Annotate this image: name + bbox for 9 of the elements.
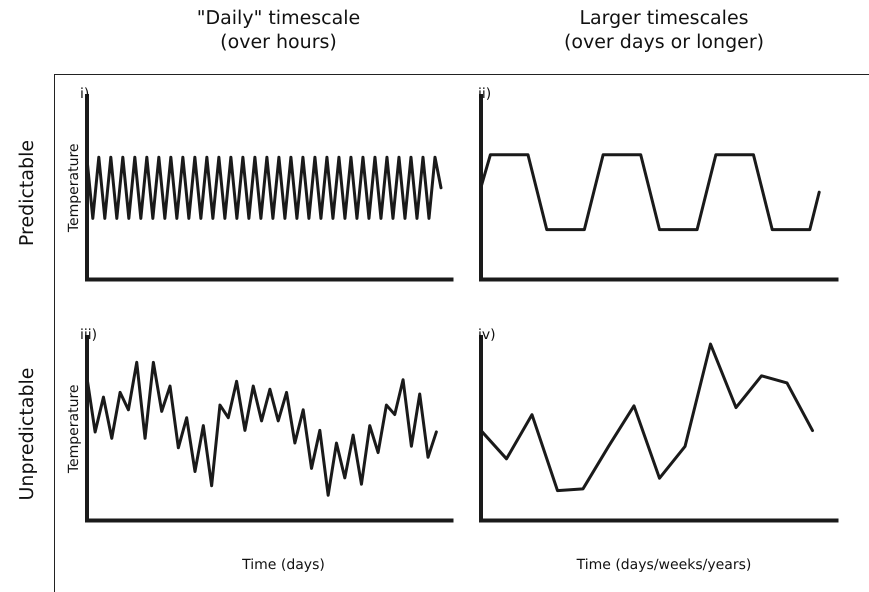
text: Predictable xyxy=(16,140,38,246)
y-axis-title: Temperature xyxy=(66,143,82,234)
chart-title: "Daily" timescale (over hours) xyxy=(196,6,362,54)
text: i) xyxy=(80,86,90,102)
x-axis-title: Time (days) xyxy=(241,557,326,573)
y-axis-title: Temperature xyxy=(66,384,82,474)
chart-title: Larger timescales (over days or longer) xyxy=(562,6,766,54)
x-axis-title: Time (days/weeks/years) xyxy=(576,557,752,573)
text: Unpredictable xyxy=(16,368,38,500)
